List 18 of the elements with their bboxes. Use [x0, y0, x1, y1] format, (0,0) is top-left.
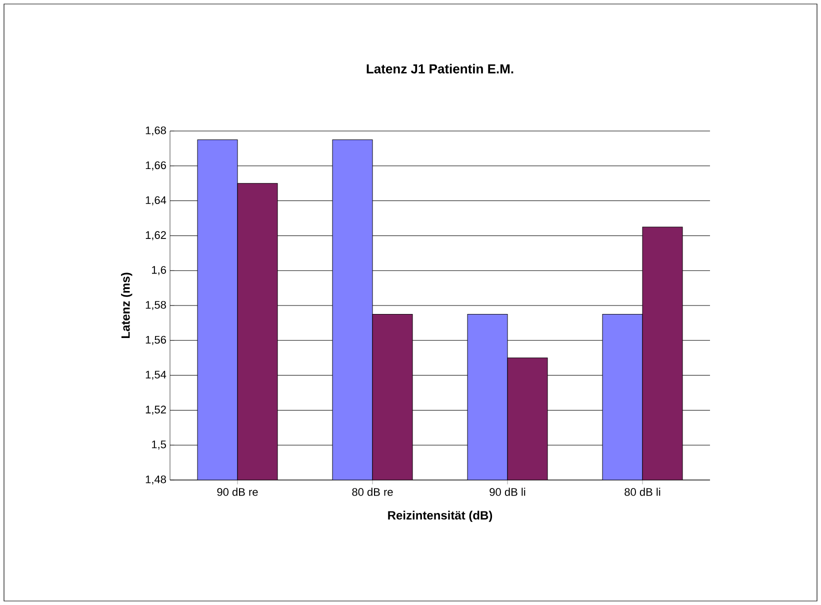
y-tick-label: 1,6 [152, 266, 166, 276]
y-axis-title: Latenz (ms) [121, 272, 132, 338]
x-tick-label: 90 dB re [217, 488, 258, 496]
x-axis-title: Reizintensität (dB) [388, 510, 492, 522]
y-tick-label: 1,68 [146, 126, 166, 136]
y-tick-label: 1,66 [146, 161, 166, 170]
y-tick-label: 1,5 [152, 440, 166, 450]
chart-title: Latenz J1 Patientin E.M. [366, 64, 514, 74]
x-tick-label: 80 dB re [352, 488, 393, 496]
y-tick-label: 1,56 [146, 336, 166, 345]
y-tick-label: 1,64 [146, 196, 166, 206]
x-tick-label: 80 dB li [624, 488, 660, 496]
x-tick-label: 90 dB li [490, 488, 526, 496]
y-tick-label: 1,52 [146, 406, 166, 415]
y-tick-label: 1,54 [146, 370, 166, 380]
y-tick-label: 1,62 [146, 231, 166, 240]
y-tick-label: 1,58 [146, 300, 166, 310]
y-tick-label: 1,48 [146, 475, 166, 485]
